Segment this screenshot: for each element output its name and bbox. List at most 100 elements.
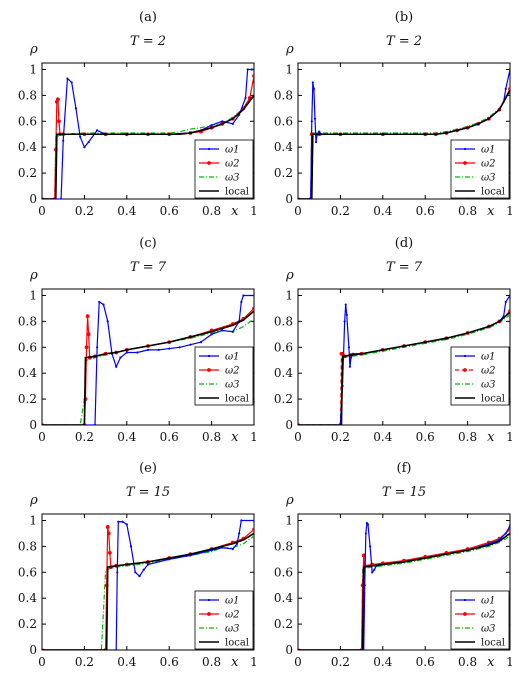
series-point-ω1 [508,68,510,71]
y-tick-label: 0.2 [274,166,293,180]
series-point-ω1 [189,343,192,346]
x-axis-label: x [487,655,495,670]
x-tick-label: 0.6 [416,204,435,218]
plot-frame [297,62,511,200]
x-tick-label: 0.4 [117,655,136,669]
legend-marker-ω2 [207,612,211,616]
series-point-ω1 [252,68,254,71]
legend-label: ω2 [481,159,496,170]
y-tick-label: 0 [29,192,37,206]
x-tick-label: 0.2 [331,655,350,669]
x-axis-label: x [487,430,495,445]
legend-marker-ω1 [463,147,467,151]
series-point-ω2 [107,550,112,555]
series-group [42,294,254,425]
x-tick-label: 1 [506,655,514,669]
series-point-ω1 [345,313,348,316]
series-point-ω1 [318,130,321,133]
x-axis-label: x [487,204,495,219]
series-point-ω1 [252,519,254,522]
y-tick-label: 0.4 [274,140,293,154]
series-line-local [298,89,510,199]
y-tick-label: 0.2 [18,392,37,406]
series-point-ω1 [66,77,69,80]
x-tick-label: 0.8 [202,204,221,218]
series-point-ω1 [121,520,124,523]
legend-label: ω3 [225,624,240,635]
x-tick-label: 0.2 [75,430,94,444]
legend-label: local [225,187,249,198]
legend-label: ω3 [481,380,496,391]
legend-label: local [481,394,505,405]
y-tick-label: 1 [29,288,37,302]
series-point-ω1 [250,68,253,71]
y-axis-label: ρ [29,42,38,57]
series-point-ω1 [242,294,245,297]
series-point-ω1 [62,139,65,142]
x-tick-label: 1 [506,430,514,444]
y-tick-label: 0 [29,643,37,657]
x-tick-label: 0.8 [458,430,477,444]
legend: ω1 ω2 ω3 local [450,346,510,406]
series-point-ω1 [368,545,372,548]
series-line-local [42,310,254,425]
y-tick-label: 0.8 [18,539,37,553]
y-tick-label: 0.6 [18,114,37,128]
x-tick-label: 0.4 [373,430,392,444]
legend-marker-ω1 [207,354,211,358]
series-point-ω1 [371,571,374,574]
series-point-ω1 [157,348,160,351]
series-point-ω1 [312,87,315,90]
x-tick-label: 0.4 [117,204,136,218]
series-point-ω2 [57,119,61,124]
x-tick-label: 0.6 [160,430,179,444]
series-point-ω2 [252,74,254,78]
x-tick-label: 1 [250,655,258,669]
series-point-ω1 [125,523,128,526]
y-tick-label: 0.8 [18,314,37,328]
chart-title: T = 15 [382,485,426,500]
series-point-ω1 [168,347,171,350]
legend-marker-ω2 [463,161,467,165]
plot-frame [41,62,255,200]
series-line-local [298,311,510,425]
series-point-ω1 [138,575,141,578]
legend-marker-ω1 [207,147,211,151]
series-point-ω1 [221,329,224,332]
legend-label: ω2 [225,610,240,621]
x-tick-label: 0 [38,655,46,669]
series-point-ω2 [106,531,111,536]
series-group [42,68,254,199]
panel-label: (d) [395,236,413,251]
x-tick-label: 1 [250,430,258,444]
legend-marker-ω2 [207,368,211,372]
series-line-ω3 [42,535,254,650]
legend: ω1 ω2 ω3 local [450,139,510,199]
legend-label: ω2 [481,610,496,621]
x-tick-label: 1 [506,204,514,218]
y-axis-label: ρ [29,493,38,508]
y-tick-label: 0.6 [274,340,293,354]
legend-label: local [225,394,249,405]
series-point-ω1 [231,330,234,333]
series-point-ω1 [349,356,353,359]
x-tick-label: 0.6 [160,655,179,669]
x-tick-label: 0 [294,204,302,218]
y-tick-label: 1 [285,513,293,527]
series-point-ω1 [364,532,367,535]
series-point-ω1 [134,571,137,574]
y-tick-label: 1 [29,62,37,76]
series-point-ω2 [84,345,89,350]
legend-label: ω1 [225,145,240,156]
series-point-ω1 [178,346,181,349]
x-tick-label: 0.8 [458,655,477,669]
series-point-ω1 [115,648,118,650]
series-group [298,294,510,425]
series-point-ω1 [221,120,224,123]
y-tick-label: 0.8 [274,314,293,328]
series-point-ω1 [504,532,507,535]
series-point-ω1 [119,356,122,359]
series-point-ω1 [142,568,145,571]
